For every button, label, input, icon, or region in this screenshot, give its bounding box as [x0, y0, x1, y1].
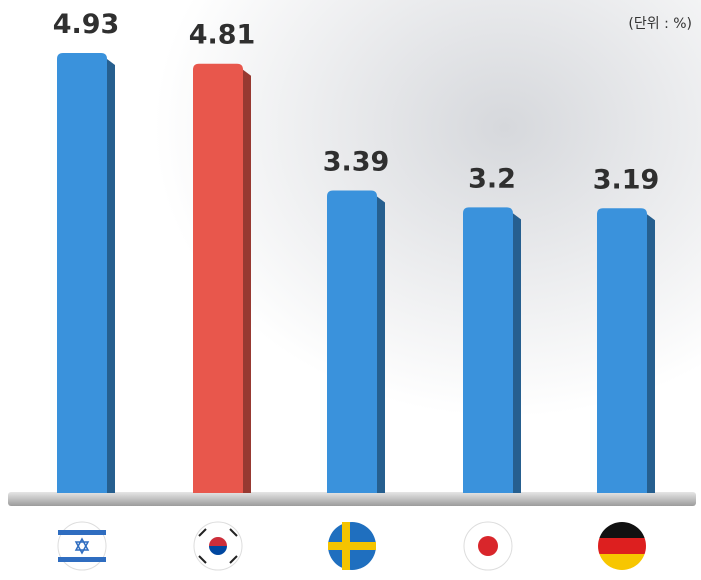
value-label: 3.39 — [323, 146, 390, 177]
flag-germany — [598, 522, 646, 570]
value-label: 4.93 — [53, 9, 120, 40]
bar-side — [513, 213, 521, 493]
bar-side — [377, 196, 385, 493]
value-label: 3.2 — [468, 163, 516, 194]
chart: (단위 : %) 4.93 4.81 3.39 3.2 3.19 — [0, 0, 701, 580]
bar — [327, 190, 377, 493]
flag-israel — [58, 522, 106, 570]
value-label: 3.19 — [593, 164, 660, 195]
bar — [57, 53, 107, 493]
bar-side — [243, 70, 251, 493]
bar-side — [647, 214, 655, 493]
bar — [597, 208, 647, 493]
bar-side — [107, 59, 115, 493]
unit-note: (단위 : %) — [628, 16, 692, 32]
flag-korea — [194, 522, 242, 570]
bar — [193, 64, 243, 493]
platform — [8, 492, 696, 506]
value-label: 4.81 — [189, 20, 256, 51]
bar — [463, 207, 513, 493]
flag-sweden — [328, 522, 376, 570]
flag-japan — [464, 522, 512, 570]
